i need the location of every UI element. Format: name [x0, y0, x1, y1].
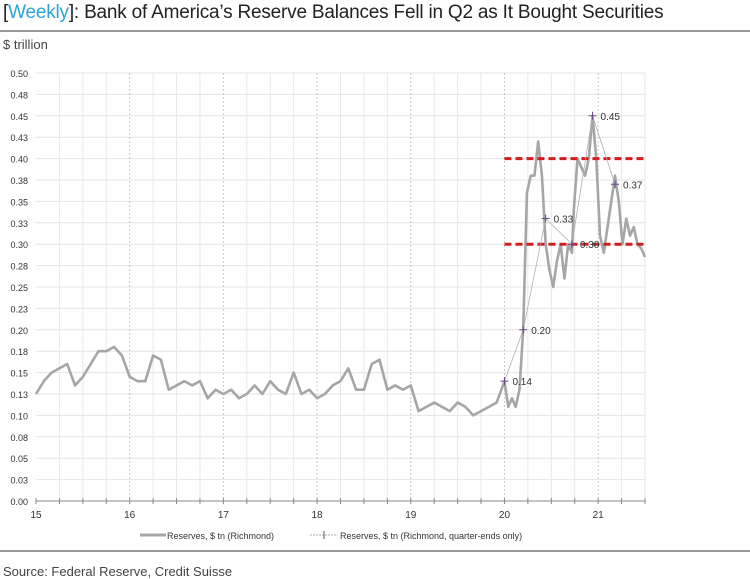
chart: 0.00 0.03 0.05 0.08 0.10 0.13 0.15 0.18 0.20 0.23… — [10, 69, 647, 541]
quarter-end-marker — [519, 325, 528, 334]
y-tick-label: 0.05 — [10, 454, 28, 464]
y-tick-label: 0.18 — [10, 347, 28, 357]
y-tick-label: 0.48 — [10, 90, 28, 100]
y-tick-label: 0.40 — [10, 155, 28, 165]
quarter-end-marker — [541, 214, 550, 223]
data-label: 0.20 — [531, 326, 551, 337]
quarter-end-marker — [567, 240, 576, 249]
legend-label-weekly: Reserves, $ tn (Richmond) — [167, 531, 274, 541]
y-tick-label: 0.13 — [10, 390, 28, 400]
y-tick-label: 0.10 — [10, 411, 28, 421]
data-label: 0.37 — [623, 180, 643, 191]
y-tick-label: 0.25 — [10, 283, 28, 293]
x-tick-label: 17 — [218, 510, 230, 521]
x-tick-label: 19 — [405, 510, 417, 521]
title-bracket: [ — [3, 2, 9, 23]
data-label: 0.45 — [601, 112, 621, 123]
x-tick-label: 15 — [30, 510, 42, 521]
y-tick-label: 0.33 — [10, 219, 28, 229]
quarter-end-marker — [611, 180, 620, 189]
series-line-quarter-ends — [504, 115, 616, 382]
y-tick-label: 0.20 — [10, 326, 28, 336]
x-tick-label: 20 — [499, 510, 511, 521]
y-tick-label: 0.45 — [10, 112, 28, 122]
quarter-end-marker — [588, 111, 597, 120]
title-divider — [0, 30, 750, 32]
footer-divider — [0, 550, 750, 552]
title-text: ]: Bank of America’s Reserve Balances Fe… — [68, 2, 664, 23]
y-tick-label: 0.03 — [10, 476, 28, 486]
y-tick-label: 0.43 — [10, 133, 28, 143]
legend-label-quarter: Reserves, $ tn (Richmond, quarter-ends o… — [340, 531, 522, 541]
y-tick-label: 0.23 — [10, 304, 28, 314]
data-label: 0.33 — [554, 215, 574, 226]
y-tick-label: 0.35 — [10, 197, 28, 207]
y-unit-label: $ trillion — [3, 37, 48, 52]
y-tick-label: 0.30 — [10, 240, 28, 250]
quarter-end-marker — [500, 377, 509, 386]
title-tag: Weekly — [8, 2, 69, 23]
data-label: 0.14 — [512, 377, 532, 388]
x-tick-label: 16 — [124, 510, 136, 521]
y-tick-label: 0.15 — [10, 369, 28, 379]
source-note: Source: Federal Reserve, Credit Suisse — [3, 564, 233, 579]
y-tick-label: 0.08 — [10, 433, 28, 443]
y-tick-label: 0.00 — [10, 497, 28, 507]
y-tick-label: 0.28 — [10, 262, 28, 272]
data-label: 0.30 — [580, 240, 600, 251]
y-tick-label: 0.50 — [10, 69, 28, 79]
series-line-weekly — [34, 114, 647, 417]
y-tick-label: 0.38 — [10, 176, 28, 186]
x-tick-label: 21 — [593, 510, 605, 521]
x-tick-label: 18 — [312, 510, 324, 521]
chart-title: [Weekly]: Bank of America’s Reserve Bala… — [3, 2, 664, 24]
